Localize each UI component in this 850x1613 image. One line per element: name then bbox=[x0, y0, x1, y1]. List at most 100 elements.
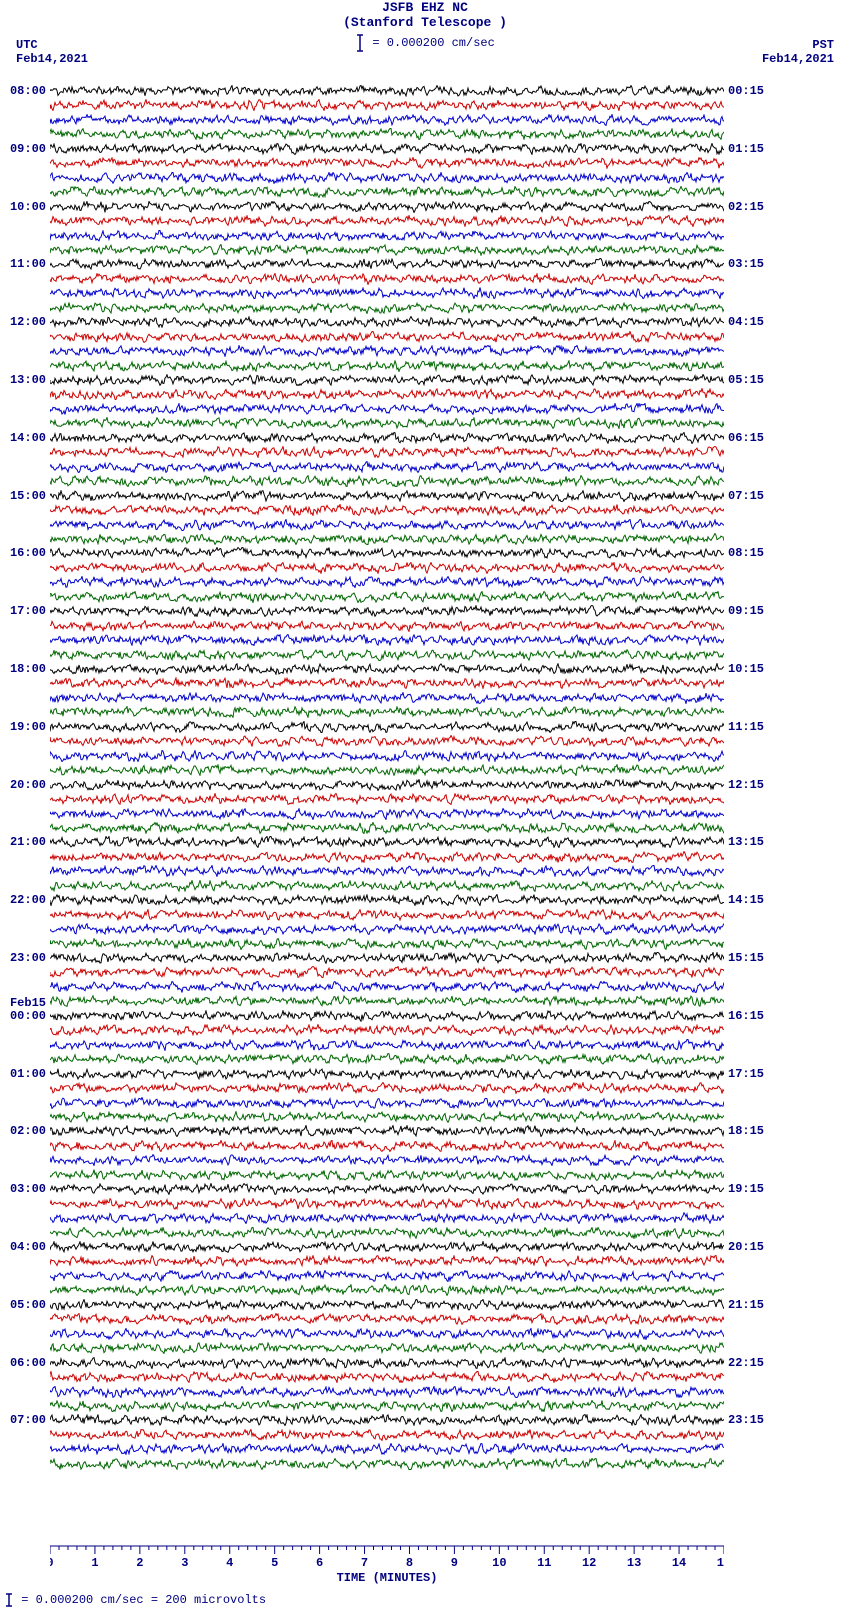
utc-hour-label: 16:00 bbox=[0, 547, 46, 559]
pst-hour-label: 13:15 bbox=[728, 836, 776, 848]
utc-hour-label: 21:00 bbox=[0, 836, 46, 848]
x-axis-label: TIME (MINUTES) bbox=[50, 1571, 724, 1585]
seismic-trace bbox=[50, 1377, 724, 1378]
seismic-trace bbox=[50, 120, 724, 121]
pst-hour-label: 09:15 bbox=[728, 605, 776, 617]
utc-hour-label: 04:00 bbox=[0, 1241, 46, 1253]
seismic-trace bbox=[50, 944, 724, 945]
seismic-trace bbox=[50, 972, 724, 973]
seismic-trace bbox=[50, 236, 724, 237]
svg-text:15: 15 bbox=[717, 1556, 724, 1569]
seismic-trace bbox=[50, 1204, 724, 1205]
utc-hour-label: 19:00 bbox=[0, 721, 46, 733]
pst-label: PST bbox=[762, 38, 834, 52]
seismic-trace bbox=[50, 1290, 724, 1291]
seismic-trace bbox=[50, 1334, 724, 1335]
pst-date: Feb14,2021 bbox=[762, 52, 834, 66]
pst-hour-label: 19:15 bbox=[728, 1183, 776, 1195]
seismic-trace bbox=[50, 669, 724, 670]
utc-hour-label: 15:00 bbox=[0, 490, 46, 502]
seismic-trace bbox=[50, 481, 724, 482]
seismic-trace bbox=[50, 525, 724, 526]
seismic-trace bbox=[50, 91, 724, 92]
footer-scale-text: = 0.000200 cm/sec = 200 microvolts bbox=[21, 1593, 266, 1607]
utc-hour-label: 00:00 bbox=[0, 1010, 46, 1022]
seismic-trace bbox=[50, 597, 724, 598]
utc-hour-label: 08:00 bbox=[0, 85, 46, 97]
utc-hour-label: 02:00 bbox=[0, 1125, 46, 1137]
seismic-trace bbox=[50, 394, 724, 395]
utc-hour-label: 10:00 bbox=[0, 201, 46, 213]
svg-text:12: 12 bbox=[582, 1556, 596, 1569]
seismic-trace bbox=[50, 828, 724, 829]
seismic-trace bbox=[50, 756, 724, 757]
seismic-trace bbox=[50, 626, 724, 627]
seismic-trace bbox=[50, 770, 724, 771]
pst-hour-label: 00:15 bbox=[728, 85, 776, 97]
seismic-trace bbox=[50, 553, 724, 554]
utc-hour-label: 07:00 bbox=[0, 1414, 46, 1426]
seismic-trace bbox=[50, 1247, 724, 1248]
pst-hour-label: 11:15 bbox=[728, 721, 776, 733]
seismic-trace bbox=[50, 1233, 724, 1234]
helicorder-plot bbox=[50, 85, 724, 1545]
seismic-trace bbox=[50, 1146, 724, 1147]
seismic-trace bbox=[50, 857, 724, 858]
svg-text:11: 11 bbox=[537, 1556, 551, 1569]
seismic-trace bbox=[50, 1059, 724, 1060]
seismic-trace bbox=[50, 1319, 724, 1320]
svg-text:9: 9 bbox=[451, 1556, 458, 1569]
seismic-trace bbox=[50, 1464, 724, 1465]
svg-text:0: 0 bbox=[50, 1556, 54, 1569]
svg-text:7: 7 bbox=[361, 1556, 368, 1569]
seismic-trace bbox=[50, 568, 724, 569]
pst-hour-label: 15:15 bbox=[728, 952, 776, 964]
seismic-trace bbox=[50, 1261, 724, 1262]
seismic-trace bbox=[50, 987, 724, 988]
seismic-trace bbox=[50, 1103, 724, 1104]
seismic-trace bbox=[50, 640, 724, 641]
seismic-trace bbox=[50, 510, 724, 511]
svg-text:14: 14 bbox=[672, 1556, 686, 1569]
seismic-trace bbox=[50, 712, 724, 713]
pst-hour-label: 17:15 bbox=[728, 1068, 776, 1080]
utc-label: UTC bbox=[16, 38, 88, 52]
seismic-trace bbox=[50, 929, 724, 930]
utc-hour-label: 22:00 bbox=[0, 894, 46, 906]
seismic-trace bbox=[50, 814, 724, 815]
utc-hour-label: 18:00 bbox=[0, 663, 46, 675]
seismic-trace bbox=[50, 452, 724, 453]
seismic-trace bbox=[50, 900, 724, 901]
seismic-trace bbox=[50, 322, 724, 323]
seismic-trace bbox=[50, 1218, 724, 1219]
pst-hour-label: 07:15 bbox=[728, 490, 776, 502]
svg-text:10: 10 bbox=[492, 1556, 506, 1569]
seismic-trace bbox=[50, 351, 724, 352]
x-axis: 0123456789101112131415 TIME (MINUTES) bbox=[50, 1545, 724, 1595]
pst-hour-label: 20:15 bbox=[728, 1241, 776, 1253]
seismic-trace bbox=[50, 1030, 724, 1031]
seismic-trace bbox=[50, 1016, 724, 1017]
seismic-trace bbox=[50, 423, 724, 424]
seismic-trace bbox=[50, 958, 724, 959]
pst-hour-label: 02:15 bbox=[728, 201, 776, 213]
utc-hour-label: 17:00 bbox=[0, 605, 46, 617]
utc-date: Feb14,2021 bbox=[16, 52, 88, 66]
seismic-trace bbox=[50, 149, 724, 150]
seismic-trace bbox=[50, 250, 724, 251]
seismic-trace bbox=[50, 1160, 724, 1161]
pst-hour-label: 04:15 bbox=[728, 316, 776, 328]
svg-text:8: 8 bbox=[406, 1556, 413, 1569]
seismic-trace bbox=[50, 207, 724, 208]
pst-hour-label: 03:15 bbox=[728, 258, 776, 270]
scale-text: = 0.000200 cm/sec bbox=[372, 36, 494, 50]
seismic-trace bbox=[50, 1189, 724, 1190]
pst-hour-label: 05:15 bbox=[728, 374, 776, 386]
footer-scale-bar-icon bbox=[4, 1593, 14, 1607]
pst-hour-label: 10:15 bbox=[728, 663, 776, 675]
pst-hour-label: 14:15 bbox=[728, 894, 776, 906]
seismic-trace bbox=[50, 467, 724, 468]
seismic-trace bbox=[50, 279, 724, 280]
seismic-trace bbox=[50, 582, 724, 583]
seismic-trace bbox=[50, 409, 724, 410]
